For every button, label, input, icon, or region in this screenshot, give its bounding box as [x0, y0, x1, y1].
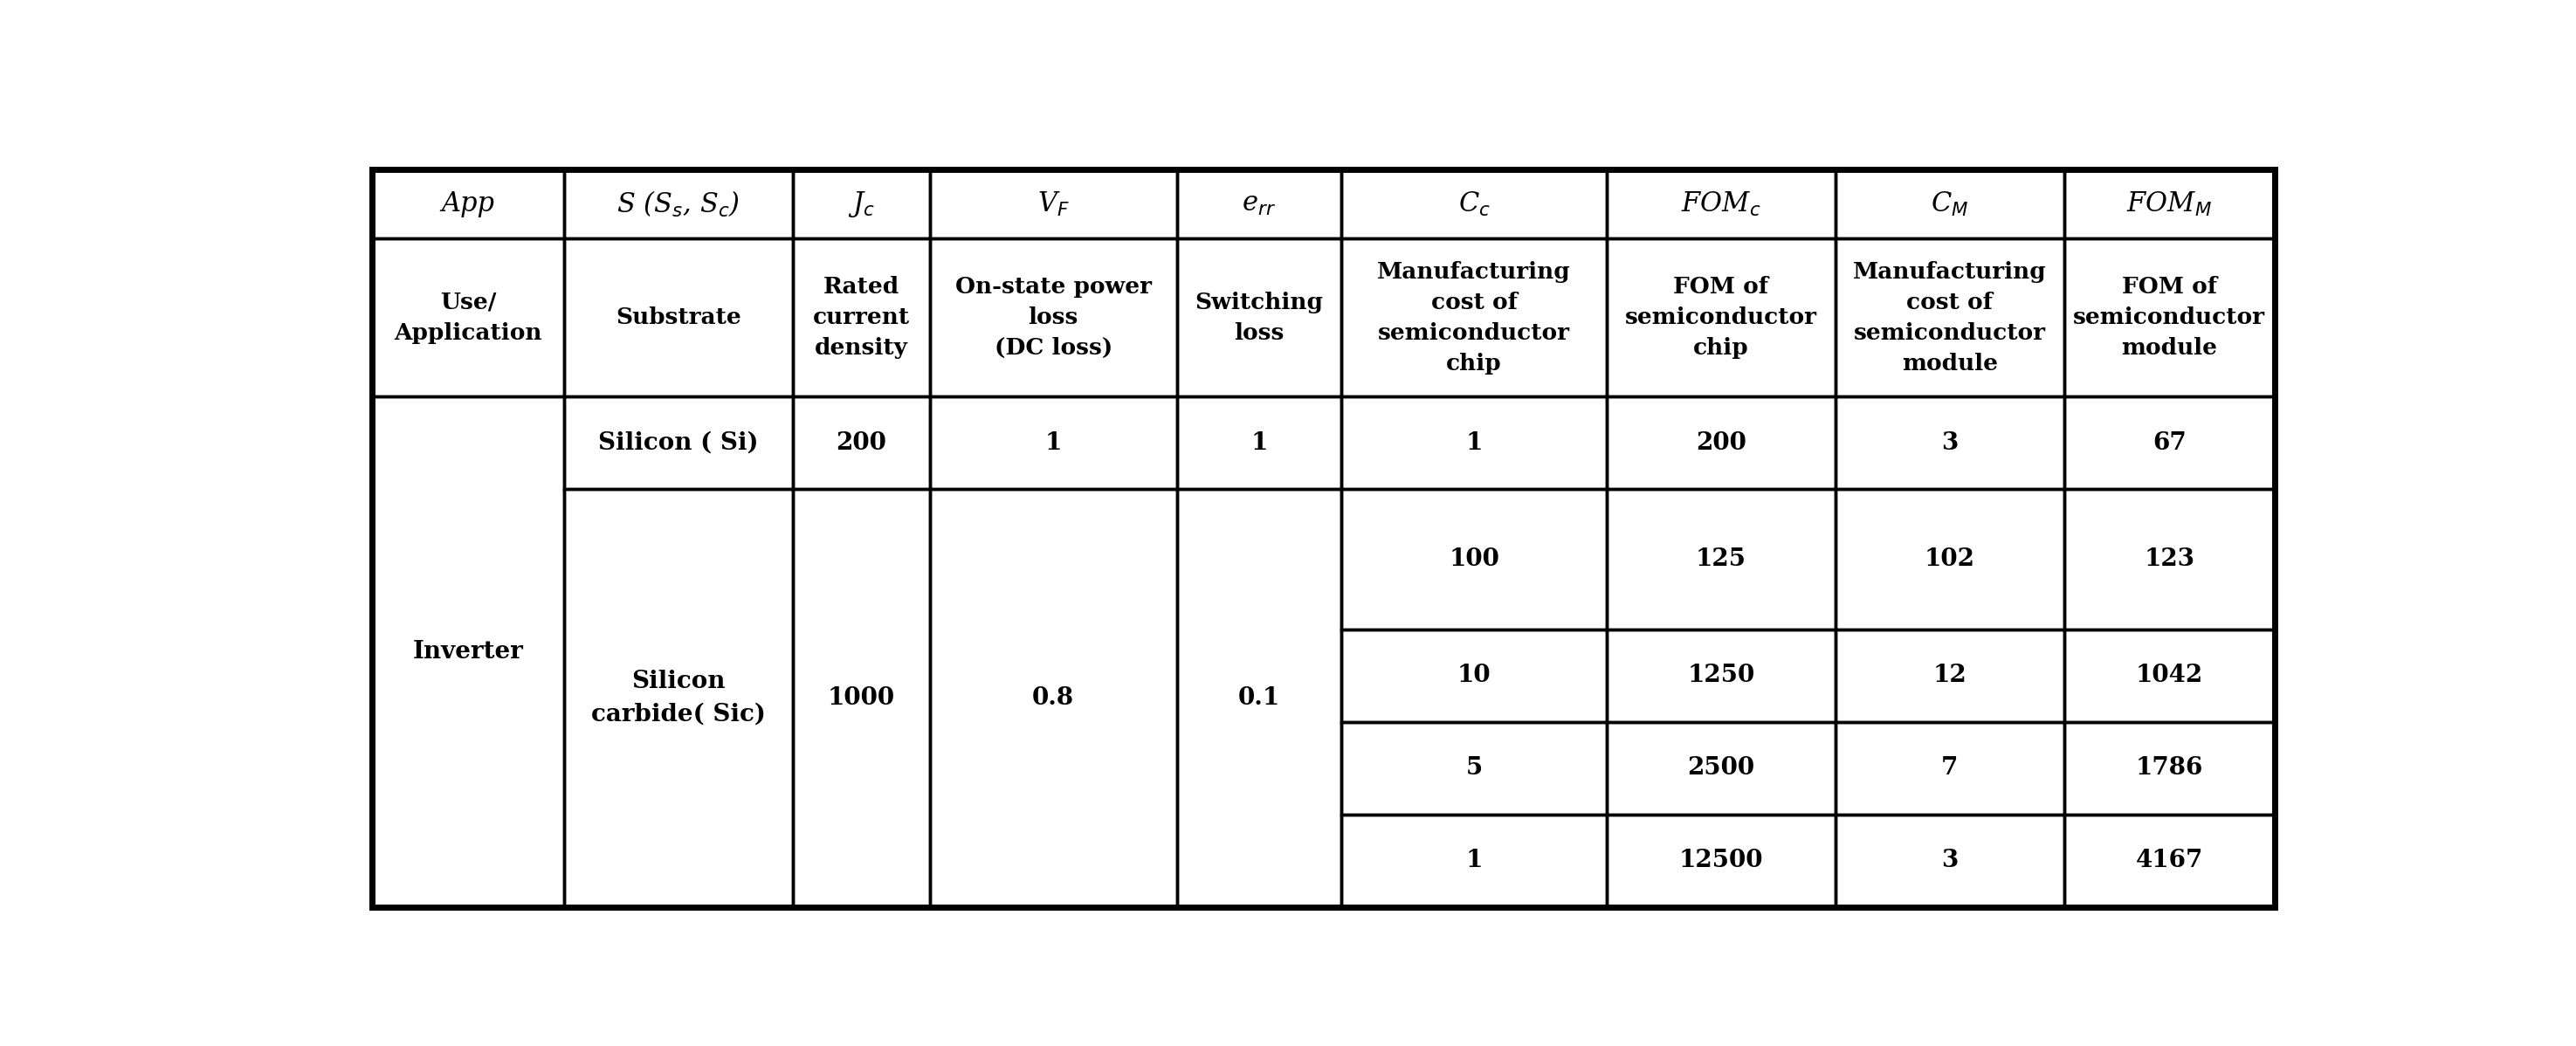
- Text: C$_M$: C$_M$: [1932, 190, 1968, 219]
- Text: C$_c$: C$_c$: [1458, 190, 1492, 219]
- Bar: [1837, 490, 2063, 630]
- Text: 12500: 12500: [1680, 848, 1762, 872]
- Text: 102: 102: [1924, 547, 1976, 571]
- Text: 1: 1: [1466, 431, 1484, 455]
- Text: 123: 123: [2143, 547, 2195, 571]
- Text: 10: 10: [1458, 664, 1492, 687]
- Text: FOM of
semiconductor
module: FOM of semiconductor module: [2074, 276, 2264, 359]
- Text: 12: 12: [1932, 664, 1965, 687]
- Text: 3: 3: [1942, 848, 1958, 872]
- Bar: [1607, 814, 1837, 907]
- Bar: [793, 396, 930, 490]
- Text: 0.1: 0.1: [1239, 686, 1280, 709]
- Text: S (S$_s$, S$_c$): S (S$_s$, S$_c$): [616, 189, 739, 219]
- Text: 1: 1: [1252, 431, 1267, 455]
- Text: 1042: 1042: [2136, 664, 2202, 687]
- Bar: [2063, 490, 2275, 630]
- Bar: [1837, 396, 2063, 490]
- Bar: [371, 169, 564, 238]
- Text: 1: 1: [1046, 431, 1061, 455]
- Text: e$_{rr}$: e$_{rr}$: [1242, 190, 1275, 218]
- Bar: [1342, 490, 1607, 630]
- Text: 200: 200: [837, 431, 886, 455]
- Bar: [930, 169, 1177, 238]
- Text: 0.8: 0.8: [1033, 686, 1074, 709]
- Bar: [793, 238, 930, 396]
- Text: Switching
loss: Switching loss: [1195, 292, 1324, 344]
- Text: 1000: 1000: [827, 686, 894, 709]
- Bar: [1607, 630, 1837, 722]
- Bar: [2063, 814, 2275, 907]
- Text: FOM of
semiconductor
chip: FOM of semiconductor chip: [1625, 276, 1816, 359]
- Bar: [930, 396, 1177, 490]
- Bar: [1342, 238, 1607, 396]
- Bar: [1342, 814, 1607, 907]
- Bar: [1607, 396, 1837, 490]
- Text: 7: 7: [1942, 756, 1958, 780]
- Bar: [2063, 169, 2275, 238]
- Bar: [1342, 722, 1607, 814]
- Bar: [1607, 169, 1837, 238]
- Bar: [564, 490, 793, 907]
- Text: 125: 125: [1695, 547, 1747, 571]
- Bar: [2063, 396, 2275, 490]
- Bar: [564, 238, 793, 396]
- Bar: [371, 238, 564, 396]
- Text: Manufacturing
cost of
semiconductor
module: Manufacturing cost of semiconductor modu…: [1852, 260, 2045, 374]
- Text: 2500: 2500: [1687, 756, 1754, 780]
- Bar: [371, 396, 564, 907]
- Bar: [1607, 722, 1837, 814]
- Text: 4167: 4167: [2136, 848, 2202, 872]
- Bar: [1837, 238, 2063, 396]
- Bar: [1837, 630, 2063, 722]
- Text: App: App: [440, 190, 495, 218]
- Bar: [1342, 630, 1607, 722]
- Text: 100: 100: [1448, 547, 1499, 571]
- Bar: [1607, 490, 1837, 630]
- Bar: [564, 169, 793, 238]
- Text: Silicon ( Si): Silicon ( Si): [598, 431, 757, 455]
- Text: 200: 200: [1695, 431, 1747, 455]
- Text: Manufacturing
cost of
semiconductor
chip: Manufacturing cost of semiconductor chip: [1378, 260, 1571, 374]
- Bar: [1342, 396, 1607, 490]
- Bar: [2063, 238, 2275, 396]
- Bar: [1837, 169, 2063, 238]
- Bar: [1342, 169, 1607, 238]
- Bar: [1177, 169, 1342, 238]
- Bar: [1177, 396, 1342, 490]
- Bar: [1837, 814, 2063, 907]
- Text: Inverter: Inverter: [412, 640, 523, 663]
- Bar: [1837, 722, 2063, 814]
- Text: 1250: 1250: [1687, 664, 1754, 687]
- Bar: [2063, 722, 2275, 814]
- Text: Substrate: Substrate: [616, 306, 742, 328]
- Text: 5: 5: [1466, 756, 1484, 780]
- Text: 3: 3: [1942, 431, 1958, 455]
- Text: 67: 67: [2154, 431, 2187, 455]
- Text: J$_c$: J$_c$: [848, 189, 876, 219]
- Bar: [1177, 490, 1342, 907]
- Text: Rated
current
density: Rated current density: [814, 276, 909, 359]
- Bar: [930, 490, 1177, 907]
- Bar: [1177, 238, 1342, 396]
- Text: Silicon
carbide( Sic): Silicon carbide( Sic): [590, 669, 765, 726]
- Bar: [564, 396, 793, 490]
- Text: FOM$_M$: FOM$_M$: [2125, 190, 2213, 219]
- Text: On-state power
loss
(DC loss): On-state power loss (DC loss): [956, 276, 1151, 359]
- Text: 1786: 1786: [2136, 756, 2202, 780]
- Bar: [793, 490, 930, 907]
- Bar: [2063, 630, 2275, 722]
- Bar: [793, 169, 930, 238]
- Bar: [930, 238, 1177, 396]
- Text: V$_F$: V$_F$: [1038, 190, 1069, 219]
- Text: FOM$_c$: FOM$_c$: [1682, 190, 1762, 219]
- Text: Use/
Application: Use/ Application: [394, 292, 541, 344]
- Bar: [1607, 238, 1837, 396]
- Text: 1: 1: [1466, 848, 1484, 872]
